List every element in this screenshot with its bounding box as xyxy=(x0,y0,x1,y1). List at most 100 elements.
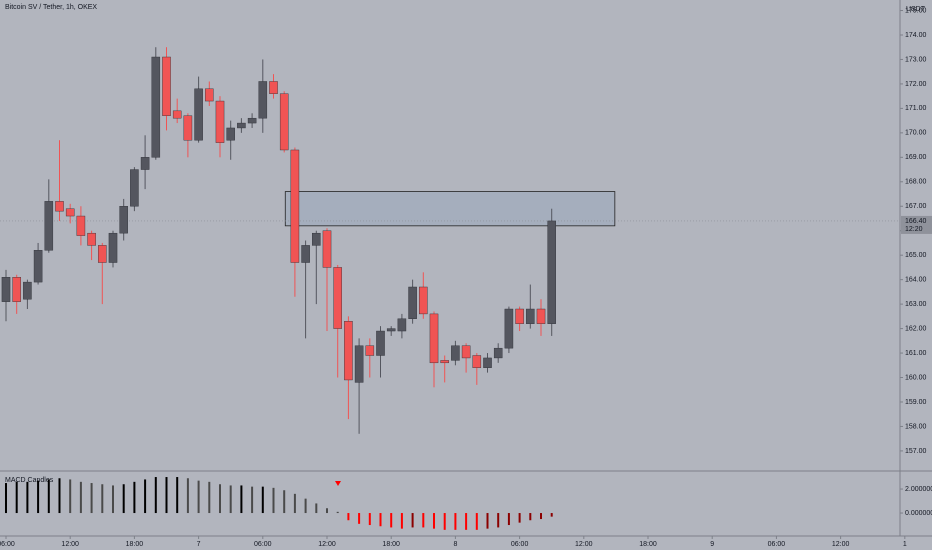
y-tick-label: 165.00 xyxy=(905,252,927,259)
x-tick-label: 12:00 xyxy=(575,541,593,548)
y-tick-label: 167.00 xyxy=(905,203,927,210)
candle-body xyxy=(354,345,364,383)
macd-bar xyxy=(368,513,371,526)
macd-bar xyxy=(336,511,339,514)
x-tick-label: 06:00 xyxy=(254,541,272,548)
y-tick-label: 161.00 xyxy=(905,350,927,357)
x-tick-label: 1 xyxy=(903,541,907,548)
macd-bar xyxy=(326,508,329,514)
y-tick-label: 173.00 xyxy=(905,56,927,63)
macd-bar xyxy=(58,478,61,514)
macd-bar xyxy=(347,513,350,521)
candle-body xyxy=(312,232,321,246)
candle-body xyxy=(151,56,161,158)
macd-bar xyxy=(186,478,189,514)
candle-body xyxy=(183,115,193,141)
candle-body xyxy=(44,201,54,251)
macd-bar xyxy=(433,513,436,529)
macd-bar xyxy=(251,486,254,514)
candle-body xyxy=(65,208,75,217)
y-tick-label: 164.00 xyxy=(905,276,927,283)
candle-body xyxy=(140,157,150,170)
candle-body xyxy=(172,110,182,119)
y-tick-label: 168.00 xyxy=(905,179,927,186)
candle-body xyxy=(23,281,32,300)
macd-bar xyxy=(283,490,286,514)
candle-body xyxy=(215,100,225,143)
macd-bar xyxy=(315,503,318,514)
macd-bar xyxy=(90,483,93,514)
candle-body xyxy=(258,81,268,119)
x-tick-label: 8 xyxy=(453,541,457,548)
macd-bar xyxy=(518,513,521,523)
macd-bar xyxy=(304,498,307,514)
macd-bar xyxy=(218,484,221,514)
candle-body xyxy=(322,230,332,268)
macd-bar xyxy=(293,493,296,514)
candle-body xyxy=(493,347,503,359)
macd-bar xyxy=(529,513,532,521)
macd-bar xyxy=(4,483,7,514)
macd-bar xyxy=(486,513,489,529)
candle-body xyxy=(33,250,43,283)
y-tick-label: 163.00 xyxy=(905,301,927,308)
macd-bar xyxy=(475,513,478,530)
candle-body xyxy=(194,88,203,141)
macd-bar xyxy=(79,481,82,514)
macd-bar xyxy=(122,484,125,514)
candle-body xyxy=(205,88,214,102)
macd-bar xyxy=(261,486,264,514)
candle-body xyxy=(536,308,546,324)
y-tick-label: 170.00 xyxy=(905,130,927,137)
x-tick-label: 18:00 xyxy=(126,541,144,548)
x-tick-label: 06:00 xyxy=(0,541,15,548)
candle-body xyxy=(269,81,278,94)
macd-bar xyxy=(358,513,361,524)
macd-bar xyxy=(197,480,200,514)
x-tick-label: 18:00 xyxy=(639,541,657,548)
y-tick-label: 171.00 xyxy=(905,105,927,112)
candle-body xyxy=(130,169,139,207)
candle-body xyxy=(108,232,118,263)
macd-bar xyxy=(422,513,425,528)
macd-bar xyxy=(229,485,232,514)
x-tick-label: 9 xyxy=(710,541,714,548)
macd-bar xyxy=(144,479,147,514)
zone xyxy=(284,191,616,227)
last-price-box xyxy=(901,215,932,234)
macd-y-tick-label: 2.000000 xyxy=(905,486,932,493)
y-tick-label: 160.00 xyxy=(905,374,927,381)
candle-body xyxy=(429,313,439,364)
macd-bar xyxy=(411,513,414,528)
macd-bar xyxy=(15,481,18,514)
candle-body xyxy=(55,201,64,212)
candle-body xyxy=(365,345,375,356)
y-tick-label: 162.00 xyxy=(905,325,927,332)
macd-bar xyxy=(454,513,457,530)
macd-bar xyxy=(37,480,40,514)
y-tick-label: 175.00 xyxy=(905,7,927,14)
candle-body xyxy=(483,357,492,368)
macd-bar xyxy=(240,485,243,514)
candle-body xyxy=(301,245,310,263)
macd-bar xyxy=(390,513,393,528)
y-tick-label: 169.00 xyxy=(905,154,927,161)
candle-body xyxy=(87,232,96,246)
macd-bar xyxy=(497,513,500,528)
candle-body xyxy=(504,308,514,349)
candle-body xyxy=(386,328,396,332)
macd-bar xyxy=(111,485,114,514)
macd-bar xyxy=(550,513,553,517)
candle-body xyxy=(333,267,342,329)
macd-bar xyxy=(26,481,29,514)
macd-bar xyxy=(540,513,543,520)
candle-body xyxy=(472,355,482,368)
macd-bar xyxy=(165,477,168,514)
y-tick-label: 172.00 xyxy=(905,81,927,88)
indicator-name: MACD Candles xyxy=(5,477,54,484)
candle-body xyxy=(1,277,11,302)
candle-body xyxy=(397,318,407,332)
candle-body xyxy=(162,56,171,116)
